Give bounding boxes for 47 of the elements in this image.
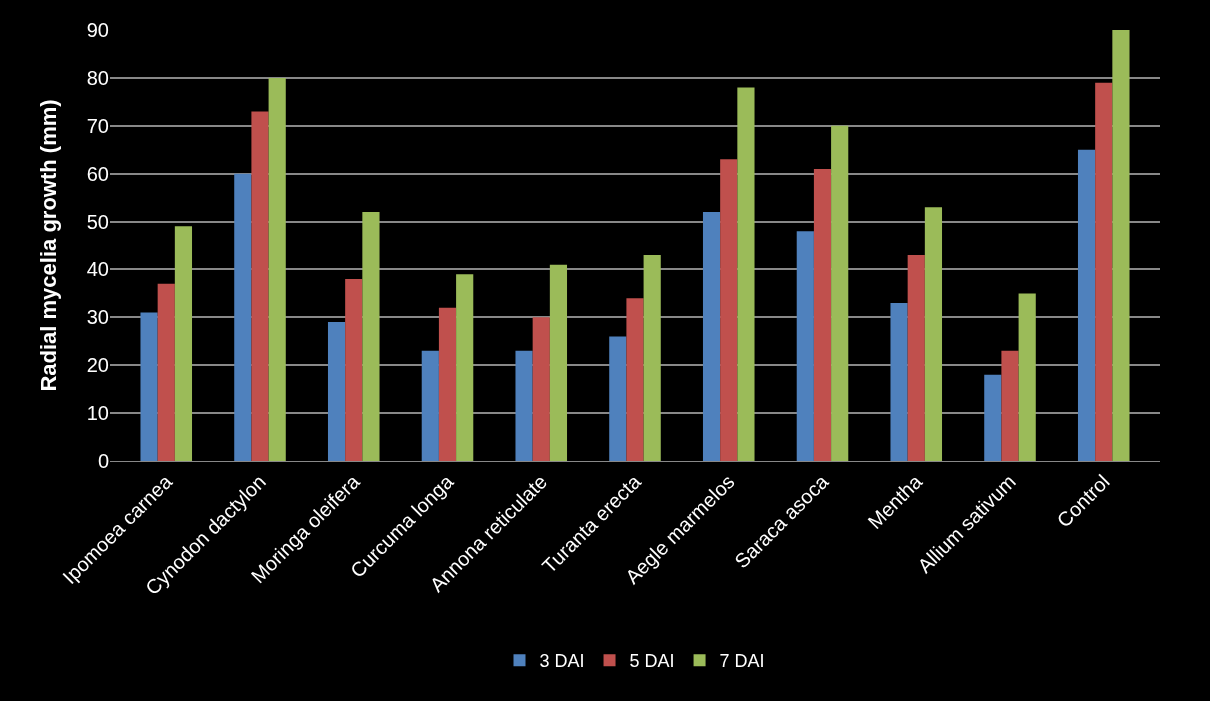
bar (251, 111, 269, 461)
bar (234, 173, 252, 461)
y-tick-label: 40 (86, 258, 109, 281)
bar (362, 211, 380, 461)
y-axis-title: Radial mycelia growth (mm) (36, 99, 61, 392)
bar (890, 302, 908, 461)
bar (140, 312, 158, 461)
bar (421, 350, 439, 461)
bar (327, 322, 346, 461)
bar (549, 264, 568, 461)
bar (907, 255, 925, 461)
bar (532, 317, 550, 461)
y-tick-label: 30 (86, 306, 109, 329)
bar (456, 274, 474, 461)
bar (796, 231, 814, 461)
bar (1095, 82, 1113, 461)
bar (515, 350, 533, 461)
bar (157, 283, 175, 461)
legend-label: 7 DAI (719, 651, 765, 672)
bar (345, 279, 363, 461)
bar (924, 207, 943, 461)
bar (1001, 350, 1019, 461)
bar (438, 307, 457, 461)
y-tick-label: 60 (86, 162, 109, 185)
y-tick-label: 20 (86, 354, 109, 377)
bar (1112, 30, 1130, 461)
bar (626, 298, 644, 461)
y-tick-label: 90 (86, 19, 109, 41)
y-tick-label: 50 (86, 210, 109, 233)
bar (984, 374, 1002, 461)
legend-label: 5 DAI (629, 651, 675, 672)
bar (831, 125, 849, 461)
y-tick-label: 10 (86, 402, 109, 425)
bar (737, 87, 755, 461)
bar (702, 211, 721, 461)
legend-label: 3 DAI (539, 651, 585, 672)
bar (643, 255, 661, 461)
bar (174, 226, 193, 461)
bar (813, 168, 832, 461)
bar (268, 77, 286, 461)
bar (1018, 293, 1036, 461)
bar (1077, 149, 1096, 461)
bar (720, 159, 738, 461)
y-tick-label: 80 (86, 66, 109, 89)
bar (609, 336, 627, 461)
y-tick-label: 0 (97, 450, 109, 472)
y-tick-label: 70 (86, 114, 109, 137)
